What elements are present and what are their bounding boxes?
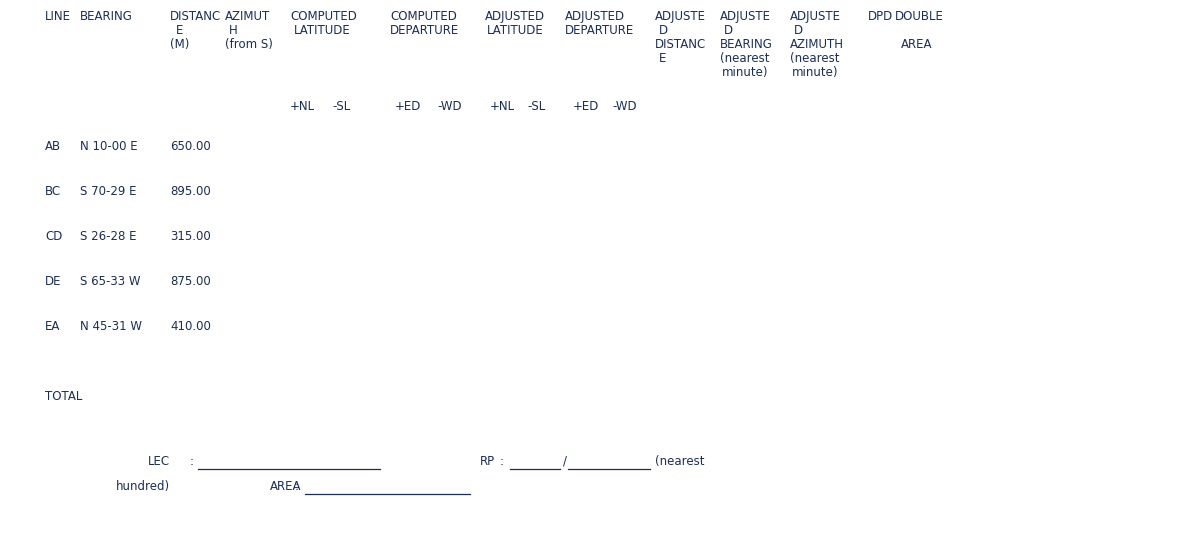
Text: +ED: +ED	[574, 100, 599, 113]
Text: +NL: +NL	[290, 100, 316, 113]
Text: H: H	[229, 24, 238, 37]
Text: DEPARTURE: DEPARTURE	[390, 24, 460, 37]
Text: AREA: AREA	[270, 480, 301, 493]
Text: (nearest: (nearest	[655, 455, 704, 468]
Text: 895.00: 895.00	[170, 185, 211, 198]
Text: D: D	[724, 24, 733, 37]
Text: DPD: DPD	[868, 10, 893, 23]
Text: AB: AB	[46, 140, 61, 153]
Text: (from S): (from S)	[226, 38, 272, 51]
Text: -SL: -SL	[527, 100, 545, 113]
Text: LATITUDE: LATITUDE	[294, 24, 350, 37]
Text: -WD: -WD	[612, 100, 637, 113]
Text: ADJUSTE: ADJUSTE	[655, 10, 706, 23]
Text: AREA: AREA	[901, 38, 932, 51]
Text: DISTANC: DISTANC	[655, 38, 707, 51]
Text: ADJUSTED: ADJUSTED	[485, 10, 545, 23]
Text: DEPARTURE: DEPARTURE	[565, 24, 635, 37]
Text: EA: EA	[46, 320, 60, 333]
Text: :: :	[500, 455, 504, 468]
Text: /: /	[563, 455, 568, 468]
Text: LATITUDE: LATITUDE	[487, 24, 544, 37]
Text: COMPUTED: COMPUTED	[390, 10, 457, 23]
Text: +ED: +ED	[395, 100, 421, 113]
Text: AZIMUT: AZIMUT	[226, 10, 270, 23]
Text: 410.00: 410.00	[170, 320, 211, 333]
Text: -SL: -SL	[332, 100, 350, 113]
Text: COMPUTED: COMPUTED	[290, 10, 356, 23]
Text: :: :	[295, 480, 299, 493]
Text: N 45-31 W: N 45-31 W	[80, 320, 142, 333]
Text: 875.00: 875.00	[170, 275, 211, 288]
Text: AZIMUTH: AZIMUTH	[790, 38, 844, 51]
Text: +NL: +NL	[490, 100, 515, 113]
Text: TOTAL: TOTAL	[46, 390, 83, 403]
Text: LEC: LEC	[148, 455, 170, 468]
Text: DE: DE	[46, 275, 61, 288]
Text: minute): minute)	[792, 66, 839, 79]
Text: minute): minute)	[722, 66, 768, 79]
Text: 650.00: 650.00	[170, 140, 211, 153]
Text: (M): (M)	[170, 38, 190, 51]
Text: N 10-00 E: N 10-00 E	[80, 140, 138, 153]
Text: hundred): hundred)	[116, 480, 170, 493]
Text: BEARING: BEARING	[80, 10, 133, 23]
Text: DISTANC: DISTANC	[170, 10, 221, 23]
Text: LINE: LINE	[46, 10, 71, 23]
Text: (nearest: (nearest	[720, 52, 769, 65]
Text: -WD: -WD	[437, 100, 462, 113]
Text: (nearest: (nearest	[790, 52, 840, 65]
Text: BEARING: BEARING	[720, 38, 773, 51]
Text: 315.00: 315.00	[170, 230, 211, 243]
Text: ADJUSTED: ADJUSTED	[565, 10, 625, 23]
Text: BC: BC	[46, 185, 61, 198]
Text: S 26-28 E: S 26-28 E	[80, 230, 137, 243]
Text: DOUBLE: DOUBLE	[895, 10, 944, 23]
Text: S 70-29 E: S 70-29 E	[80, 185, 137, 198]
Text: ADJUSTE: ADJUSTE	[790, 10, 841, 23]
Text: S 65-33 W: S 65-33 W	[80, 275, 140, 288]
Text: ADJUSTE: ADJUSTE	[720, 10, 772, 23]
Text: D: D	[794, 24, 803, 37]
Text: E: E	[176, 24, 184, 37]
Text: D: D	[659, 24, 668, 37]
Text: RP: RP	[480, 455, 496, 468]
Text: :: :	[190, 455, 194, 468]
Text: CD: CD	[46, 230, 62, 243]
Text: E: E	[659, 52, 666, 65]
